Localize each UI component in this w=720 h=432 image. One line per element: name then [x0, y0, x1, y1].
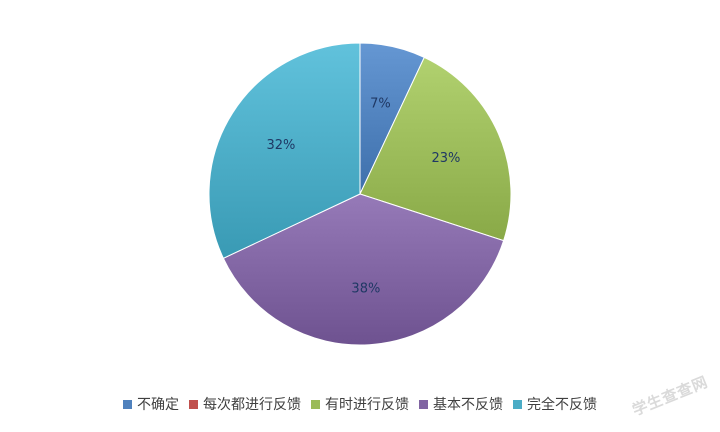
legend-swatch	[513, 399, 522, 409]
legend-swatch	[189, 399, 198, 409]
pie-label-1: 7%	[370, 97, 391, 112]
legend-swatch	[419, 399, 428, 409]
legend-item: 不确定	[123, 394, 179, 414]
legend: 不确定 每次都进行反馈 有时进行反馈 基本不反馈 完全不反馈	[0, 394, 720, 414]
pie-label-5: 32%	[266, 138, 295, 153]
pie-slice-4	[222, 193, 505, 346]
pie-labels: 7% 23% 38% 32%	[266, 97, 460, 297]
pie-label-3: 23%	[431, 151, 460, 166]
legend-item: 有时进行反馈	[311, 394, 409, 414]
legend-item: 每次都进行反馈	[189, 394, 301, 414]
legend-swatch	[311, 399, 320, 409]
legend-label: 有时进行反馈	[325, 397, 409, 413]
legend-label: 每次都进行反馈	[203, 397, 301, 413]
legend-label: 不确定	[137, 397, 179, 413]
pie-slice-5	[208, 42, 361, 259]
legend-label: 完全不反馈	[527, 397, 597, 413]
legend-item: 完全不反馈	[513, 394, 597, 414]
pie-slices	[208, 42, 512, 346]
pie-label-4: 38%	[351, 281, 380, 296]
pie-slice-3	[359, 56, 512, 242]
legend-label: 基本不反馈	[433, 397, 503, 413]
legend-item: 基本不反馈	[419, 394, 503, 414]
legend-swatch	[123, 399, 132, 409]
